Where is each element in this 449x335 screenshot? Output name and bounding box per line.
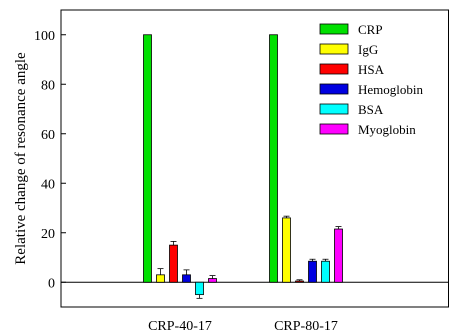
bar [182, 274, 191, 283]
legend: CRP IgG HSA Hemoglobin BSA Myoglobin [319, 22, 423, 137]
legend-swatch [319, 83, 349, 95]
bar [156, 274, 165, 283]
legend-label: CRP [358, 22, 383, 37]
y-tick-label: 0 [48, 276, 55, 291]
legend-label: HSA [358, 62, 385, 77]
bar [295, 280, 304, 283]
legend-swatch [319, 63, 349, 75]
bar [308, 260, 317, 283]
bar [321, 260, 330, 283]
x-axis: CRP-40-17 CRP-80-17 [148, 319, 338, 334]
legend-swatch [319, 103, 349, 115]
plot-frame [60, 9, 449, 308]
x-tick-label: CRP-80-17 [274, 319, 338, 334]
bar [208, 278, 217, 283]
legend-label: BSA [358, 102, 384, 117]
bar [269, 34, 278, 283]
bar [195, 281, 204, 296]
legend-swatch [319, 123, 349, 135]
bar [282, 217, 291, 283]
plot-area [60, 9, 449, 308]
legend-label: Hemoglobin [358, 82, 423, 97]
bar [143, 34, 152, 283]
y-tick-label: 80 [41, 78, 55, 93]
legend-label: IgG [358, 42, 378, 57]
y-axis-label: Relative change of resonance angle [13, 52, 29, 265]
y-tick-label: 40 [41, 177, 55, 192]
bars [143, 34, 343, 296]
bar [169, 244, 178, 283]
legend-label: Myoglobin [358, 122, 416, 137]
x-tick-label: CRP-40-17 [148, 319, 212, 334]
legend-swatch [319, 23, 349, 35]
y-tick-label: 100 [34, 29, 55, 44]
error-bars [157, 215, 342, 299]
y-axis: 0 20 40 60 80 100 [34, 29, 66, 291]
y-tick-label: 20 [41, 227, 55, 242]
legend-swatch [319, 43, 349, 55]
bar [334, 228, 343, 283]
y-tick-label: 60 [41, 128, 55, 143]
